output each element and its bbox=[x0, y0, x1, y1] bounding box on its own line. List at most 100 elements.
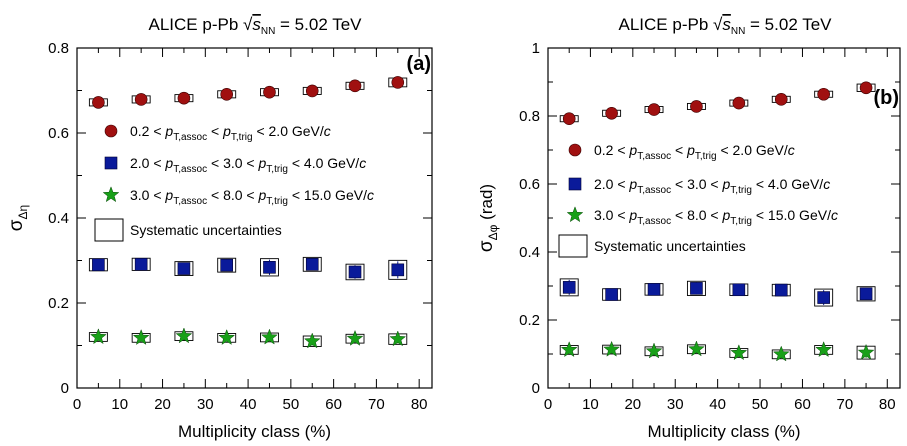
data-point-circle bbox=[305, 84, 319, 98]
data-point-star bbox=[730, 344, 748, 361]
data-point-square bbox=[220, 258, 233, 272]
legend-pre: 3.0 < bbox=[594, 207, 629, 223]
legend-marker-star bbox=[102, 186, 120, 203]
legend-entry-systematic: Systematic uncertainties bbox=[558, 234, 746, 258]
data-point-star bbox=[688, 340, 705, 357]
legend-systematic-label: Systematic uncertainties bbox=[594, 238, 746, 254]
legend-p2: p bbox=[722, 207, 731, 223]
systematic-box bbox=[302, 256, 322, 272]
x-tick-label: 20 bbox=[154, 396, 171, 413]
data-point-star bbox=[175, 327, 193, 344]
data-point-star bbox=[857, 343, 875, 360]
legend-p1: p bbox=[628, 142, 637, 158]
legend-unit: c bbox=[823, 176, 830, 192]
legend-label: 2.0 < pT,assoc < 3.0 < pT,trig < 4.0 GeV… bbox=[130, 155, 366, 175]
chart-panel-a: 0 10 20 30 40 50 60 70 80 0 0.2 0.4 0.6 0.8 ALICE p-Pb… bbox=[6, 15, 433, 441]
legend-post: < 2.0 GeV/ bbox=[717, 142, 788, 158]
x-tick-label: 0 bbox=[73, 396, 81, 413]
x-tick-label: 50 bbox=[752, 396, 769, 413]
legend-sub1: T,assoc bbox=[637, 216, 671, 227]
x-axis-title: Multiplicity class (%) bbox=[647, 422, 800, 441]
series-star bbox=[88, 327, 408, 349]
y-tick-label: 0.2 bbox=[519, 312, 540, 329]
data-point-star bbox=[645, 342, 663, 359]
title-suffix: = 5.02 TeV bbox=[275, 15, 362, 34]
legend-systematic-box bbox=[94, 218, 124, 242]
data-point-square bbox=[732, 283, 746, 297]
legend-post: < 15.0 GeV/ bbox=[288, 187, 367, 203]
series-square bbox=[88, 256, 408, 281]
legend-pre: 2.0 < bbox=[594, 176, 629, 192]
series-circle bbox=[88, 76, 408, 109]
panel-label: (a) bbox=[407, 53, 431, 75]
legend-p2: p bbox=[222, 123, 231, 139]
legend-sub2: T,trig bbox=[266, 164, 288, 175]
legend-entry: 0.2 < pT,assoc < pT,trig < 2.0 GeV/c bbox=[568, 142, 795, 162]
y-axis-sigma: σ bbox=[6, 219, 27, 231]
data-point-circle bbox=[859, 81, 873, 95]
legend-mid: < bbox=[671, 142, 687, 158]
y-tick-label: 0 bbox=[61, 380, 69, 397]
legend-pre: 2.0 < bbox=[130, 155, 165, 171]
legend-marker-square bbox=[568, 177, 582, 191]
y-tick-label: 0.8 bbox=[519, 108, 540, 125]
data-point-circle bbox=[647, 103, 661, 116]
legend-label: 3.0 < pT,assoc < 8.0 < pT,trig < 15.0 Ge… bbox=[130, 187, 374, 207]
legend-mid: < 8.0 < bbox=[207, 187, 258, 203]
panel-label: (b) bbox=[873, 87, 899, 109]
legend-p1: p bbox=[164, 123, 173, 139]
x-tick-label: 70 bbox=[368, 396, 385, 413]
legend-systematic-box bbox=[558, 234, 588, 258]
y-axis-sub: Δφ bbox=[486, 224, 500, 240]
y-tick-label: 0.8 bbox=[48, 40, 69, 57]
data-point-square bbox=[348, 265, 362, 279]
y-tick-label: 0 bbox=[532, 380, 540, 397]
legend-marker-circle bbox=[568, 143, 582, 157]
systematic-box bbox=[174, 261, 194, 276]
data-point-square bbox=[817, 291, 830, 304]
x-tick-label: 20 bbox=[624, 396, 641, 413]
x-tick-label: 0 bbox=[544, 396, 552, 413]
y-tick-label: 1 bbox=[532, 40, 540, 57]
data-point-star bbox=[389, 330, 407, 347]
legend-entry: 2.0 < pT,assoc < 3.0 < pT,trig < 4.0 GeV… bbox=[568, 176, 830, 196]
x-tick-label: 30 bbox=[667, 396, 684, 413]
data-point-square bbox=[859, 287, 873, 301]
x-tick-label: 60 bbox=[794, 396, 811, 413]
data-point-circle bbox=[134, 93, 148, 106]
data-point-square bbox=[391, 263, 405, 277]
data-point-star bbox=[346, 329, 364, 346]
legend-p2: p bbox=[686, 142, 695, 158]
legend-sub2: T,trig bbox=[730, 216, 752, 227]
data-point-square bbox=[690, 282, 703, 295]
legend-sub1: T,assoc bbox=[173, 132, 207, 143]
legend-systematic-label: Systematic uncertainties bbox=[130, 222, 282, 238]
data-point-square bbox=[605, 288, 618, 301]
panel-title: ALICE p-Pb √sNN = 5.02 TeV bbox=[149, 15, 363, 37]
title-sqrt: √ bbox=[243, 15, 253, 34]
legend-label: 2.0 < pT,assoc < 3.0 < pT,trig < 4.0 GeV… bbox=[594, 176, 830, 196]
data-point-square bbox=[647, 283, 661, 296]
data-point-circle bbox=[391, 76, 405, 89]
x-tick-label: 80 bbox=[879, 396, 896, 413]
data-point-circle bbox=[348, 79, 362, 93]
legend-unit: c bbox=[324, 123, 331, 139]
legend-marker-star bbox=[566, 206, 584, 223]
y-axis-sigma: σ bbox=[476, 240, 497, 252]
x-tick-label: 60 bbox=[325, 396, 342, 413]
data-point-square bbox=[774, 283, 788, 297]
y-axis-title: σΔφ (rad) bbox=[476, 184, 500, 252]
data-point-star bbox=[560, 341, 578, 358]
legend-sub2: T,trig bbox=[266, 196, 288, 207]
data-point-star bbox=[603, 340, 621, 357]
systematic-box bbox=[559, 278, 579, 297]
x-tick-label: 10 bbox=[111, 396, 128, 413]
y-axis-sub: Δη bbox=[16, 205, 30, 220]
data-point-square bbox=[177, 262, 191, 275]
legend-unit: c bbox=[359, 155, 366, 171]
y-tick-label: 0.6 bbox=[519, 176, 540, 193]
systematic-box bbox=[388, 259, 408, 280]
legend-sub1: T,assoc bbox=[637, 185, 671, 196]
x-tick-label: 40 bbox=[240, 396, 257, 413]
